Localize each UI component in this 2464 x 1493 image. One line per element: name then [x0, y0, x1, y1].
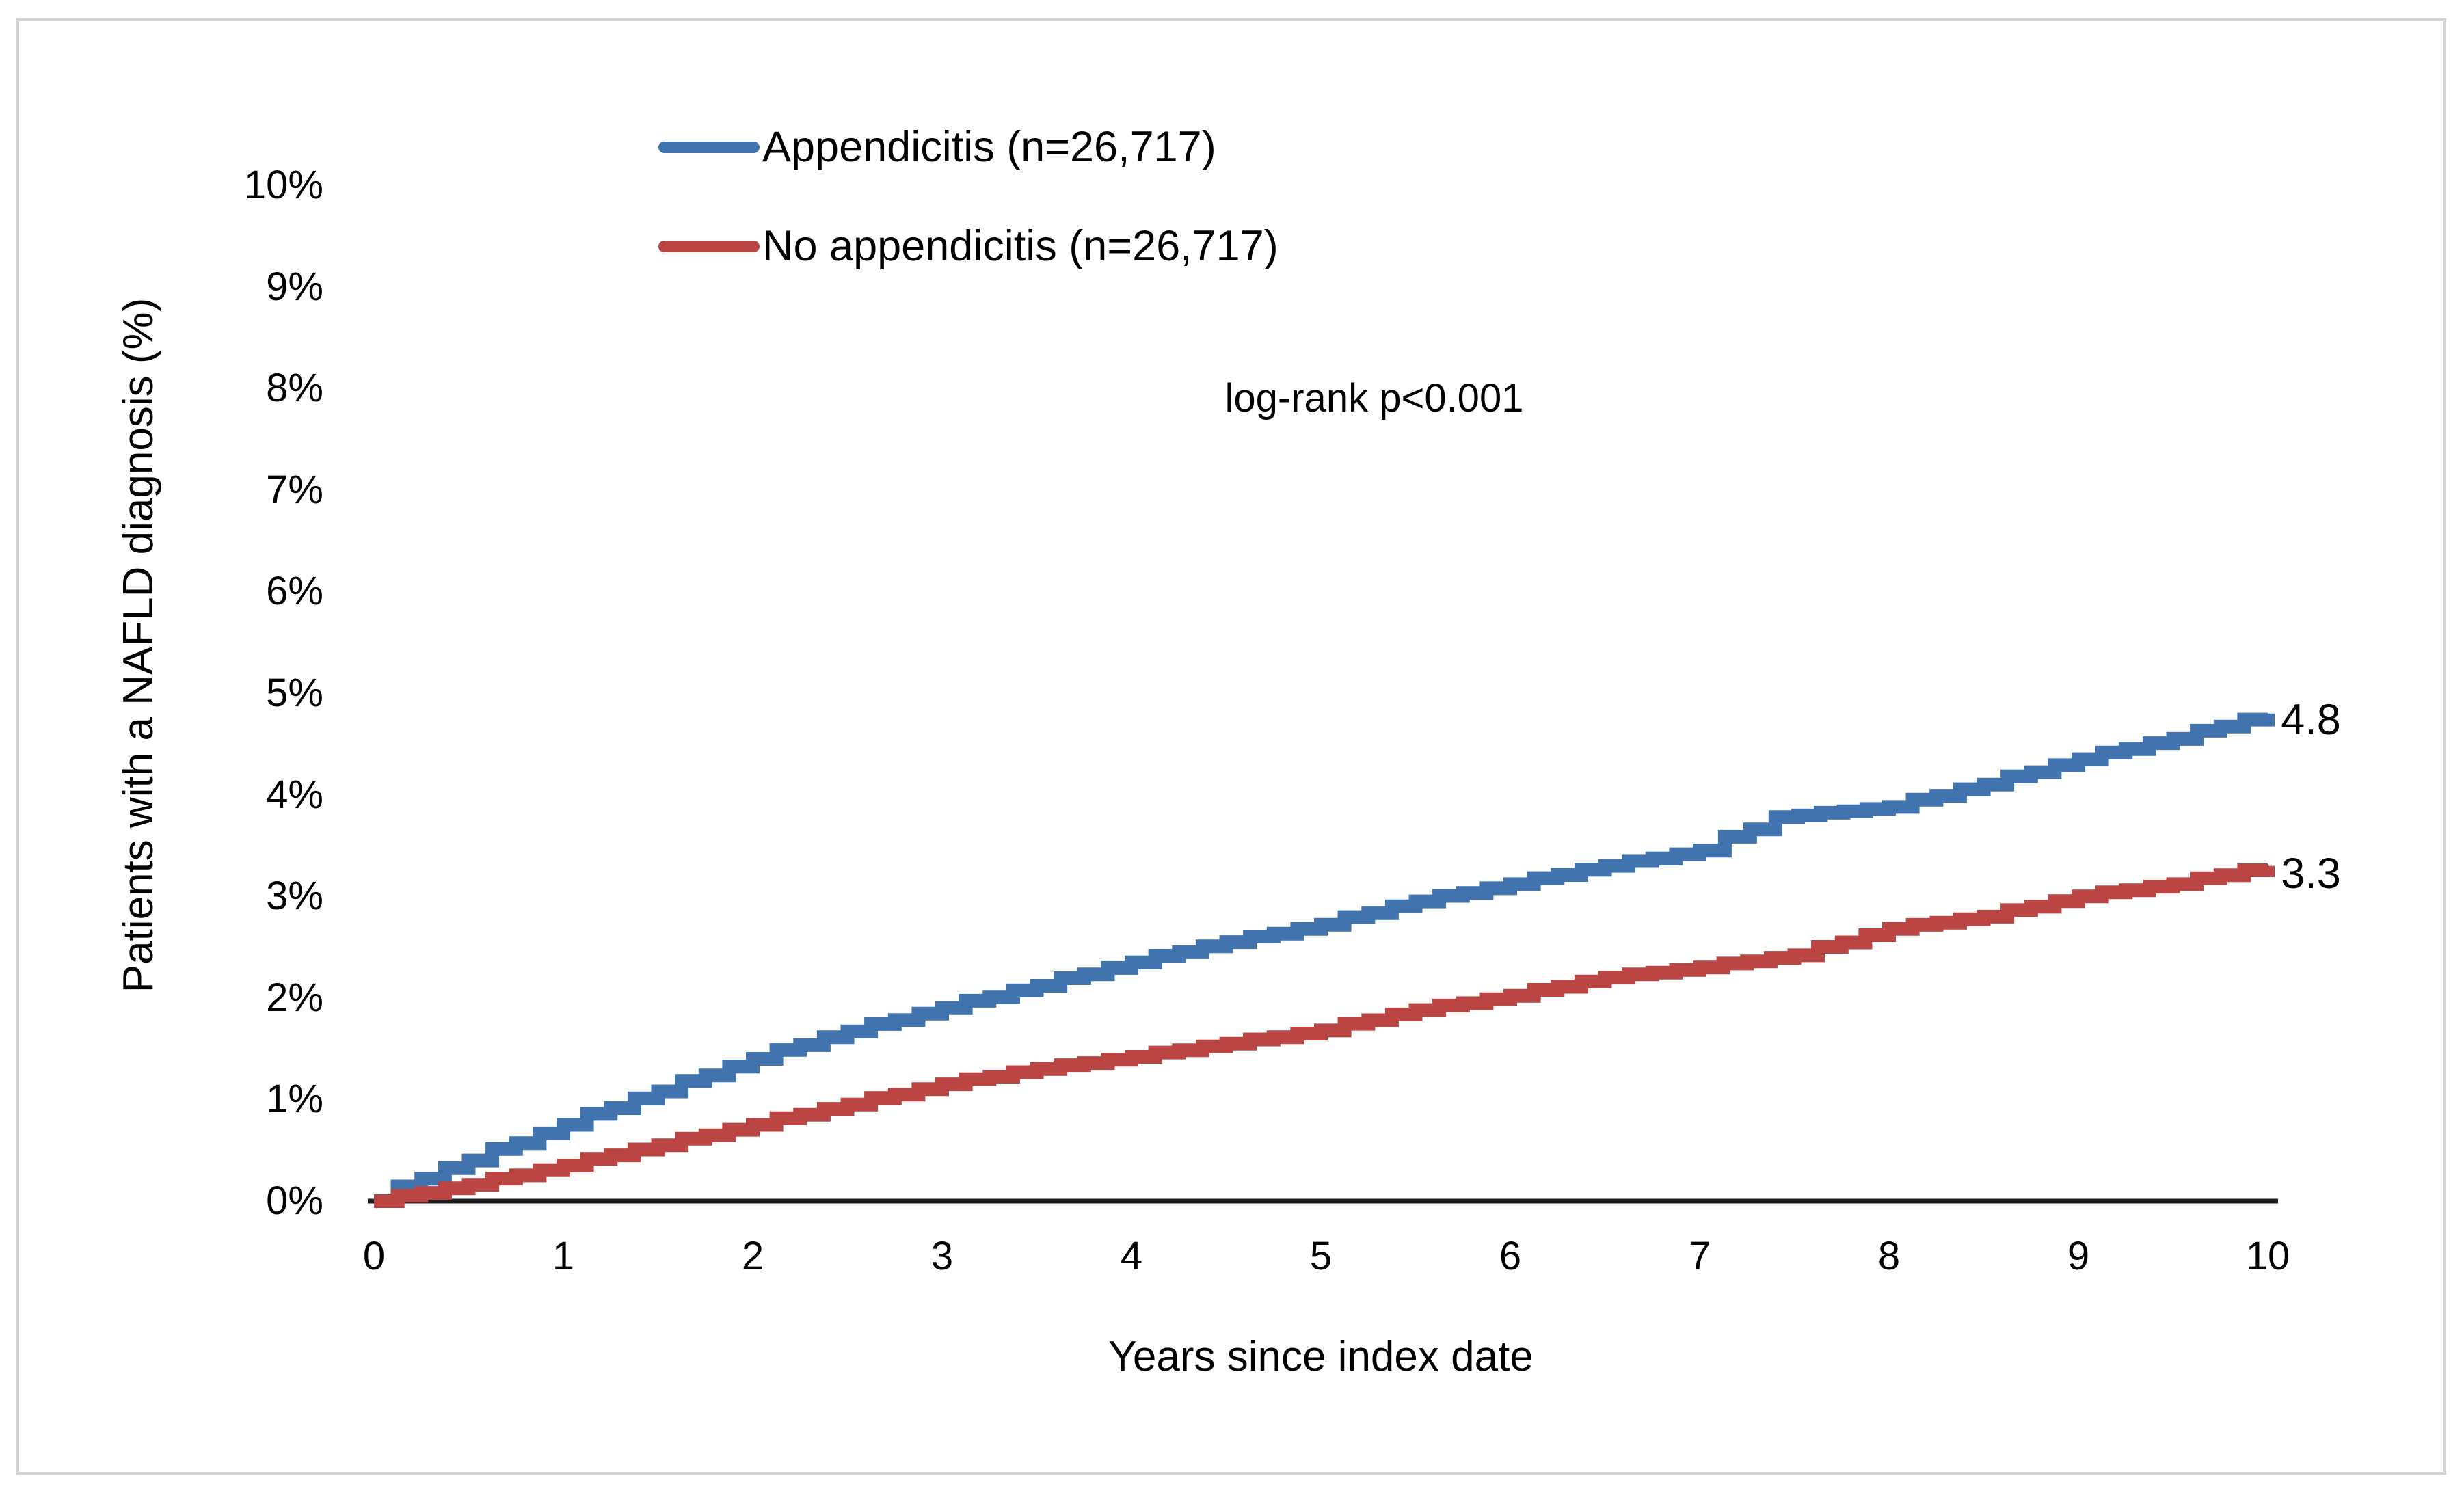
- x-axis-title: Years since index date: [1108, 1333, 1534, 1380]
- appendicitis-curve: [374, 712, 2275, 1208]
- appendicitis-legend-swatch: [658, 141, 760, 153]
- no-appendicitis-legend-swatch: [658, 240, 760, 252]
- x-tick-label: 1: [552, 1234, 575, 1278]
- x-tick-label: 4: [1120, 1234, 1143, 1278]
- x-tick-label: 2: [741, 1234, 764, 1278]
- no-appendicitis-legend-label: No appendicitis (n=26,717): [762, 222, 1278, 270]
- x-tick-label: 5: [1309, 1234, 1333, 1278]
- appendicitis-legend-label: Appendicitis (n=26,717): [762, 123, 1216, 171]
- y-tick-label: 7%: [266, 467, 323, 512]
- appendicitis-end-value-label: 4.8: [2281, 696, 2341, 744]
- y-tick-label: 0%: [266, 1179, 323, 1223]
- y-tick-label: 6%: [266, 569, 323, 614]
- x-tick-label: 8: [1877, 1234, 1901, 1278]
- x-tick-label: 3: [930, 1234, 954, 1278]
- x-tick-label: 6: [1499, 1234, 1522, 1278]
- y-tick-label: 1%: [266, 1077, 323, 1122]
- y-tick-label: 4%: [266, 772, 323, 817]
- y-tick-label: 8%: [266, 366, 323, 411]
- no-appendicitis-curve: [374, 863, 2275, 1208]
- y-tick-label: 9%: [266, 264, 323, 309]
- x-tick-label: 10: [2245, 1234, 2290, 1278]
- log-rank-annotation: log-rank p<0.001: [1224, 376, 1524, 420]
- y-tick-label: 10%: [243, 163, 323, 207]
- legend-item-appendicitis: Appendicitis (n=26,717): [658, 123, 1216, 171]
- y-tick-label: 3%: [266, 874, 323, 919]
- no-appendicitis-end-value-label: 3.3: [2281, 850, 2341, 898]
- figure-frame: [16, 18, 2446, 1475]
- y-tick-label: 2%: [266, 975, 323, 1020]
- x-tick-label: 7: [1688, 1234, 1711, 1278]
- y-tick-label: 5%: [266, 671, 323, 715]
- x-tick-label: 0: [362, 1234, 386, 1278]
- x-tick-label: 9: [2067, 1234, 2090, 1278]
- legend-item-no-appendicitis: No appendicitis (n=26,717): [658, 222, 1278, 270]
- y-axis-title: Patients with a NAFLD diagnosis (%): [115, 297, 162, 993]
